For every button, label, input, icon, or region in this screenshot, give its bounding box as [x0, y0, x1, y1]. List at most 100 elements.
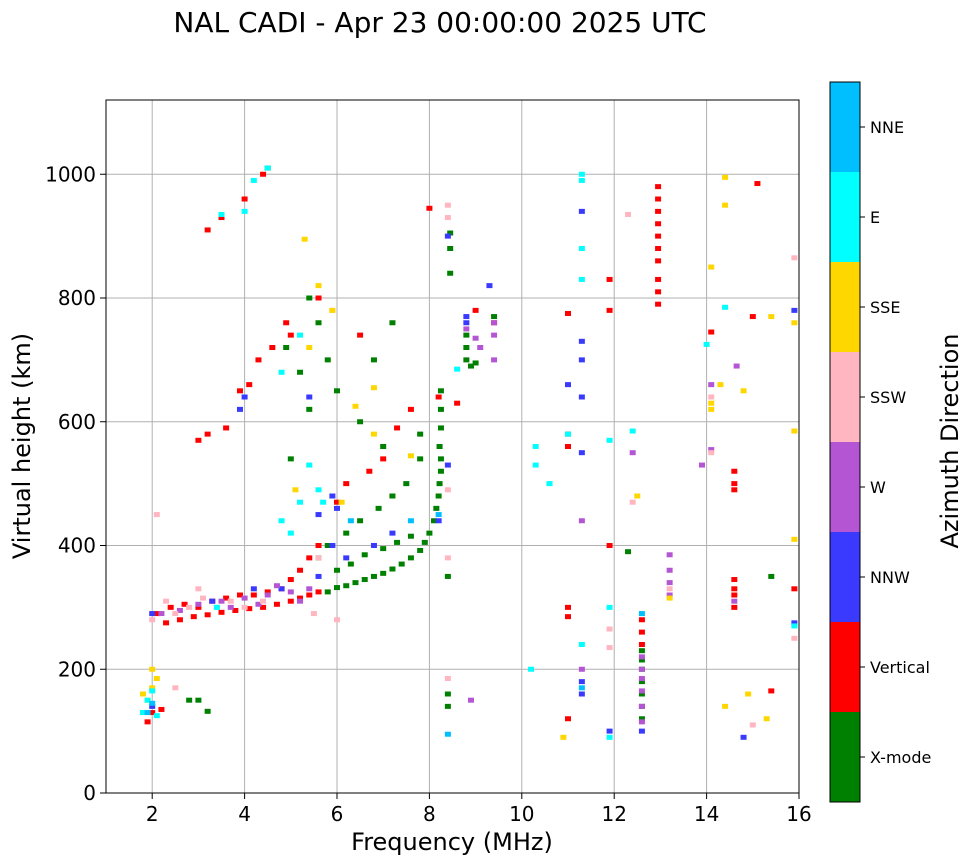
- data-point-sse: [666, 595, 673, 601]
- data-point-sse: [149, 666, 156, 672]
- data-point-w: [638, 719, 645, 725]
- data-point-w: [629, 450, 636, 456]
- data-point-x-mode: [447, 270, 454, 276]
- data-point-ssw: [163, 598, 170, 604]
- data-point-ssw: [444, 202, 451, 208]
- data-point-w: [638, 703, 645, 709]
- data-point-ssw: [444, 676, 451, 682]
- data-point-e: [606, 604, 613, 610]
- data-point-sse: [791, 428, 798, 434]
- data-point-nnw: [578, 394, 585, 400]
- data-point-ssw: [791, 255, 798, 261]
- data-point-w: [287, 589, 294, 595]
- data-point-vertical: [190, 614, 197, 620]
- data-point-sse: [791, 536, 798, 542]
- data-point-vertical: [283, 320, 290, 326]
- data-point-nnw: [149, 703, 156, 709]
- data-point-sse: [745, 691, 752, 697]
- data-point-vertical: [195, 437, 202, 443]
- colorbar-label: Azimuth Direction: [936, 334, 964, 549]
- data-point-vertical: [731, 604, 738, 610]
- data-point-vertical: [167, 604, 174, 610]
- data-point-sse: [301, 236, 308, 242]
- data-point-nnw: [791, 307, 798, 313]
- data-point-nnw: [606, 728, 613, 734]
- data-point-sse: [292, 487, 299, 493]
- data-point-sse: [352, 403, 359, 409]
- data-point-ssw: [172, 611, 179, 617]
- data-point-e: [213, 604, 220, 610]
- data-point-x-mode: [447, 246, 454, 251]
- data-point-w: [708, 382, 715, 388]
- data-point-w: [176, 607, 183, 613]
- data-point-sse: [315, 283, 322, 289]
- data-point-e: [139, 710, 146, 716]
- data-point-ssw: [708, 450, 715, 456]
- data-point-x-mode: [435, 493, 442, 499]
- data-point-vertical: [273, 601, 280, 607]
- data-point-nnw: [638, 728, 645, 734]
- data-point-nne: [144, 710, 151, 716]
- data-point-e: [278, 369, 285, 375]
- data-point-x-mode: [638, 657, 645, 663]
- data-point-nnw: [463, 320, 470, 326]
- data-point-e: [532, 444, 539, 449]
- data-point-sse: [763, 716, 770, 722]
- colorbar-segment: [830, 622, 860, 712]
- data-point-vertical: [218, 215, 225, 221]
- data-point-x-mode: [437, 456, 444, 462]
- x-tick-label: 6: [331, 802, 344, 826]
- data-point-ssw: [629, 499, 636, 505]
- data-point-e: [629, 428, 636, 434]
- colorbar-frame: [829, 81, 861, 803]
- data-point-ssw: [153, 512, 160, 518]
- data-point-vertical: [297, 567, 304, 573]
- y-tick-label: 200: [58, 657, 96, 681]
- data-point-x-mode: [417, 547, 424, 553]
- data-point-w: [255, 601, 262, 607]
- data-point-x-mode: [357, 518, 364, 524]
- data-point-x-mode: [407, 533, 414, 539]
- data-point-vertical: [394, 425, 401, 431]
- data-point-vertical: [204, 612, 211, 618]
- data-point-x-mode: [436, 444, 443, 449]
- data-point-vertical: [435, 394, 442, 400]
- data-point-x-mode: [407, 555, 414, 561]
- data-point-x-mode: [433, 505, 440, 511]
- data-point-e: [250, 177, 257, 183]
- colorbar-tick-label: NNE: [870, 118, 904, 137]
- data-point-w: [491, 357, 498, 363]
- data-point-vertical: [366, 468, 373, 474]
- data-point-x-mode: [638, 648, 645, 654]
- colorbar-tick-label: X-mode: [870, 748, 931, 767]
- data-point-x-mode: [204, 708, 211, 714]
- data-point-nnw: [578, 691, 585, 697]
- data-point-ssw: [625, 211, 632, 217]
- colorbar-segment: [830, 352, 860, 442]
- data-point-e: [565, 431, 571, 437]
- data-point-sse: [768, 314, 775, 320]
- data-point-x-mode: [638, 679, 645, 685]
- data-point-x-mode: [467, 363, 474, 369]
- data-point-ssw: [149, 617, 156, 623]
- data-point-x-mode: [472, 360, 479, 366]
- data-point-nnw: [209, 598, 216, 604]
- data-point-x-mode: [334, 585, 340, 591]
- colorbar-tick-label: SSW: [870, 388, 906, 407]
- data-point-vertical: [287, 332, 294, 338]
- data-point-vertical: [731, 468, 738, 474]
- x-tick-label: 12: [601, 802, 626, 826]
- data-point-vertical: [655, 246, 662, 251]
- data-point-x-mode: [370, 357, 377, 363]
- data-point-nnw: [578, 450, 585, 456]
- data-point-vertical: [791, 586, 798, 592]
- data-point-ssw: [606, 645, 613, 651]
- data-point-nnw: [444, 233, 451, 239]
- data-point-vertical: [754, 181, 761, 187]
- data-point-w: [195, 601, 202, 607]
- data-point-vertical: [163, 620, 170, 626]
- data-point-e: [578, 642, 585, 647]
- data-point-e: [144, 697, 151, 703]
- data-point-w: [218, 598, 225, 604]
- data-point-sse: [139, 691, 146, 697]
